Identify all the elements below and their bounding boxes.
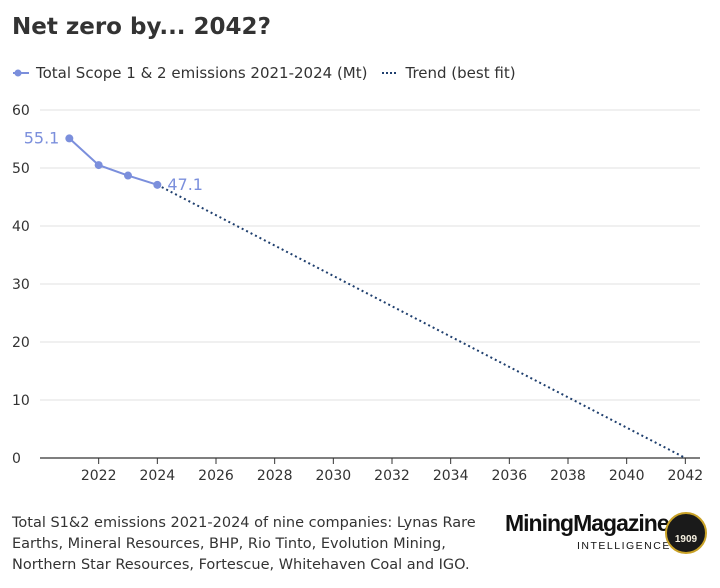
- x-tick-label: 2030: [316, 468, 352, 484]
- y-tick-label: 30: [12, 277, 30, 293]
- x-tick-label: 2034: [433, 468, 469, 484]
- mining-magazine-logo: MiningMagazine INTELLIGENCE 1909: [505, 510, 710, 570]
- x-tick-label: 2032: [374, 468, 410, 484]
- trend-line: [156, 183, 686, 459]
- y-tick-label: 40: [12, 219, 30, 235]
- x-tick-label: 2038: [550, 468, 586, 484]
- y-tick-label: 20: [12, 335, 30, 351]
- legend-trend-swatch: [382, 72, 399, 74]
- legend-trend-label: Trend (best fit): [405, 64, 516, 82]
- data-point: [94, 161, 103, 170]
- x-tick-label: 2040: [609, 468, 645, 484]
- logo-wordmark: MiningMagazine: [505, 510, 670, 536]
- chart-title: Net zero by... 2042?: [12, 14, 271, 40]
- y-tick-label: 60: [12, 103, 30, 119]
- chart-legend: Total Scope 1 & 2 emissions 2021-2024 (M…: [12, 64, 530, 82]
- series-line: [68, 137, 158, 186]
- chart-footnote: Total S1&2 emissions 2021-2024 of nine c…: [12, 515, 476, 573]
- data-point: [124, 171, 132, 180]
- x-tick-label: 2028: [257, 468, 293, 484]
- y-tick-label: 50: [12, 161, 30, 177]
- x-tick-label: 2022: [81, 468, 117, 484]
- data-label-first: 55.1: [24, 128, 60, 147]
- y-tick-label: 0: [12, 451, 21, 467]
- legend-item-trend[interactable]: Trend (best fit): [381, 64, 516, 82]
- data-point: [65, 134, 74, 143]
- logo-subtitle: INTELLIGENCE: [577, 540, 671, 552]
- legend-item-series[interactable]: Total Scope 1 & 2 emissions 2021-2024 (M…: [12, 64, 367, 82]
- x-tick-label: 2042: [668, 468, 704, 484]
- data-point: [153, 180, 162, 189]
- logo-badge-year: 1909: [674, 534, 698, 545]
- y-tick-label: 10: [12, 393, 30, 409]
- x-tick-label: 2026: [198, 468, 234, 484]
- legend-series-label: Total Scope 1 & 2 emissions 2021-2024 (M…: [36, 64, 368, 82]
- legend-series-swatch: [13, 69, 29, 77]
- x-tick-label: 2024: [140, 468, 176, 484]
- data-label-last: 47.1: [167, 175, 203, 194]
- x-tick-label: 2036: [492, 468, 528, 484]
- logo-badge-icon: 1909: [665, 512, 707, 554]
